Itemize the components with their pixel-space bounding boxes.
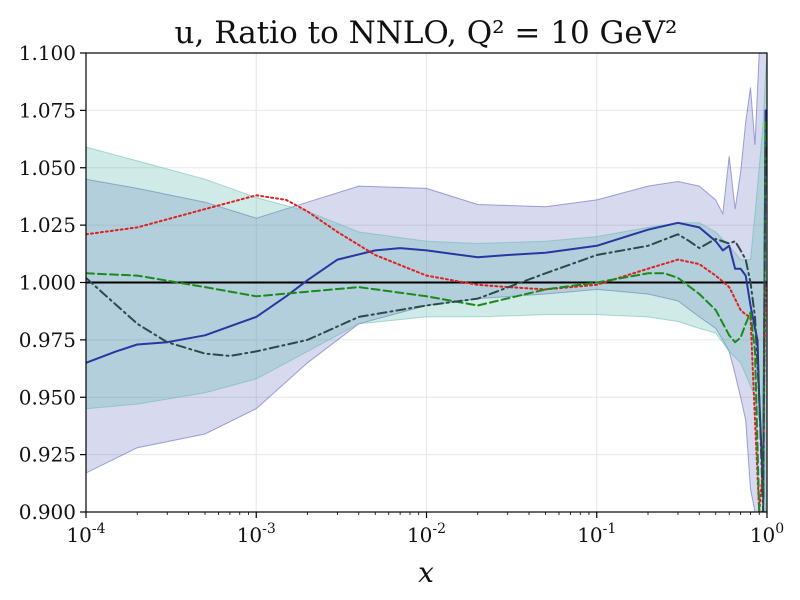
y-tick-label: 1.100 [19,41,76,65]
y-tick-label: 0.900 [19,500,76,524]
series-line-solid [86,109,767,491]
y-tick-label: 1.050 [19,156,76,180]
y-tick-label: 1.000 [19,271,76,295]
chart-title: u, Ratio to NNLO, Q² = 10 GeV² [175,15,678,51]
x-tick-label: 100 [750,521,784,547]
x-tick-label: 10-1 [577,521,616,547]
y-tick-label: 0.975 [19,328,76,352]
x-tick-label: 10-2 [407,521,446,547]
series-lines [86,109,767,512]
x-axis-label: x [418,556,434,589]
series-line-dashdot [86,143,767,512]
y-tick-label: 1.075 [19,98,76,122]
series-line-dashed [86,120,767,512]
y-tick-label: 1.025 [19,213,76,237]
y-tick-label: 0.925 [19,443,76,467]
axis-ticks: 0.900 0.925 0.950 0.975 1.000 1.025 1.050 1.075… [19,41,784,547]
y-tick-label: 0.950 [19,385,76,409]
x-tick-label: 10-4 [66,521,105,547]
x-tick-label: 10-3 [237,521,276,547]
